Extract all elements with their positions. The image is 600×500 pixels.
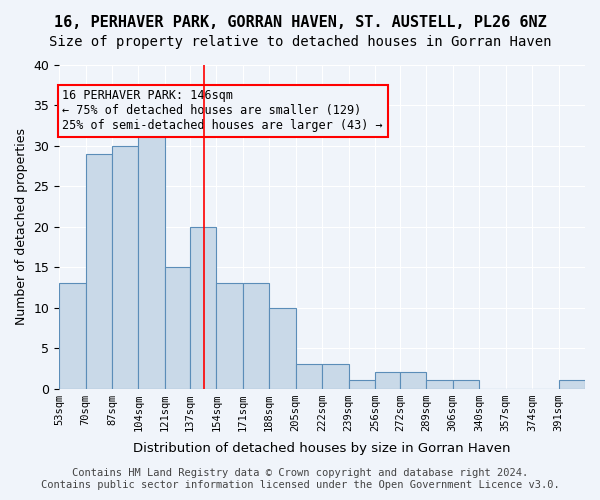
Text: 16 PERHAVER PARK: 146sqm
← 75% of detached houses are smaller (129)
25% of semi-: 16 PERHAVER PARK: 146sqm ← 75% of detach… bbox=[62, 90, 383, 132]
Text: Size of property relative to detached houses in Gorran Haven: Size of property relative to detached ho… bbox=[49, 35, 551, 49]
Bar bbox=[427, 380, 453, 388]
Bar bbox=[375, 372, 400, 388]
Bar bbox=[349, 380, 375, 388]
Bar bbox=[453, 380, 479, 388]
Text: 16, PERHAVER PARK, GORRAN HAVEN, ST. AUSTELL, PL26 6NZ: 16, PERHAVER PARK, GORRAN HAVEN, ST. AUS… bbox=[53, 15, 547, 30]
Bar bbox=[400, 372, 427, 388]
Bar bbox=[139, 130, 165, 388]
Bar bbox=[559, 380, 585, 388]
Bar bbox=[216, 284, 243, 389]
Bar bbox=[59, 284, 86, 389]
Text: Contains HM Land Registry data © Crown copyright and database right 2024.
Contai: Contains HM Land Registry data © Crown c… bbox=[41, 468, 559, 490]
Bar bbox=[322, 364, 349, 388]
X-axis label: Distribution of detached houses by size in Gorran Haven: Distribution of detached houses by size … bbox=[133, 442, 511, 455]
Bar bbox=[86, 154, 112, 388]
Bar bbox=[190, 227, 216, 388]
Bar bbox=[269, 308, 296, 388]
Bar bbox=[296, 364, 322, 388]
Bar bbox=[165, 267, 190, 388]
Y-axis label: Number of detached properties: Number of detached properties bbox=[15, 128, 28, 326]
Bar bbox=[112, 146, 139, 388]
Bar bbox=[243, 284, 269, 389]
